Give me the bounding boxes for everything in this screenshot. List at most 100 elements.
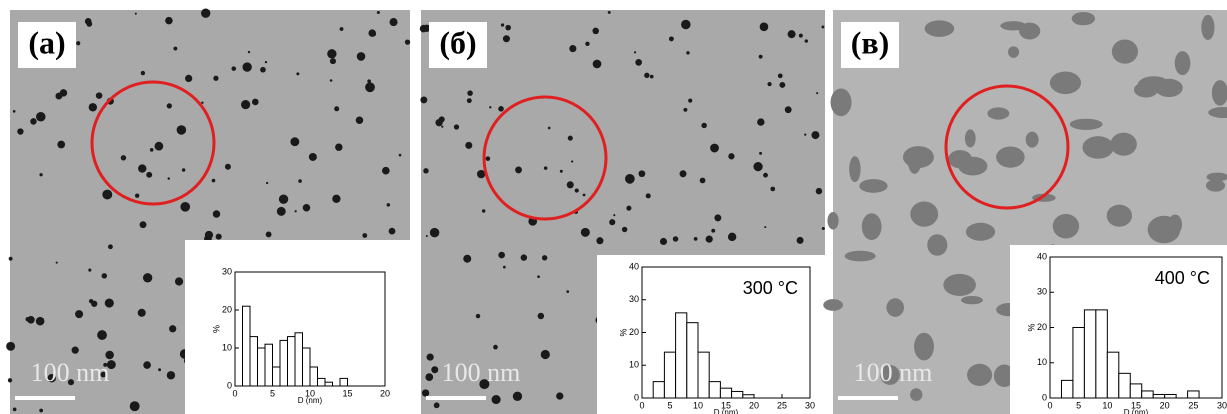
annotation: 400 °C [1155,268,1210,288]
x-tick-label: 5 [1076,400,1081,410]
particle [485,156,491,161]
particle [88,268,92,272]
particle [8,256,13,261]
particle [251,98,259,106]
particle [465,141,473,149]
particle [108,244,113,250]
bar [652,381,665,399]
particle [910,201,939,227]
bar [1152,393,1166,399]
particle [816,92,819,95]
particle [659,237,668,245]
particle [420,96,428,104]
particle [30,118,37,125]
particle [6,341,16,351]
x-axis-label: D (nm) [1124,408,1149,414]
particle [1168,214,1183,235]
particle [1049,71,1082,95]
particle [302,203,311,212]
y-tick-label: 20 [1037,322,1047,332]
bar [1164,393,1177,399]
particle [815,187,823,195]
particle [787,30,796,39]
particle [142,273,153,283]
particle [566,290,570,293]
particle [481,209,486,213]
particle [1137,76,1170,94]
scale-bar-label: 100 nm [31,358,110,387]
particle [500,23,505,27]
bar [663,351,677,399]
bar [287,336,296,387]
particle [964,129,976,148]
particle [547,126,551,130]
particle [987,107,1010,120]
particle [355,116,364,124]
particle [489,106,492,109]
particle [649,74,654,79]
bar [719,387,733,399]
particle [138,164,147,173]
particle [12,407,17,412]
particle [1201,14,1215,41]
particle [298,179,302,183]
particle [537,275,540,279]
particle [213,75,219,81]
particle [39,173,43,177]
label-box [841,22,899,68]
particle [727,232,737,242]
highlight-circle [944,84,1070,210]
particle [796,236,804,244]
particle [711,228,716,233]
particle [12,110,16,113]
x-axis-label: D (nm) [298,396,323,405]
particle [290,137,300,147]
particle [537,312,545,320]
particle [1025,131,1039,148]
y-tick-label: 0 [634,392,639,402]
label-box [18,22,76,68]
particle [767,81,772,87]
particle [17,128,24,135]
particle [104,298,114,308]
particle [95,92,103,99]
particle [1174,51,1191,76]
particle [580,227,590,237]
particle [714,214,722,222]
highlight-circle [482,95,608,221]
particle [559,169,563,173]
particle [84,18,92,25]
particle [181,168,186,172]
y-tick-label: 0 [227,380,232,390]
particle [169,325,177,333]
y-tick-label: 0 [1042,392,1047,402]
particle [265,231,272,238]
bar [272,366,281,387]
particle [166,103,172,109]
particle [339,27,344,31]
particle [505,24,511,31]
particle [231,66,237,71]
particle [645,193,651,199]
particle [441,125,444,128]
particle [154,141,164,151]
y-tick-label: 10 [1037,357,1047,367]
particle [571,160,574,163]
particle [308,152,317,161]
particle [705,235,713,243]
bar [249,336,258,387]
x-tick-label: 30 [1217,400,1227,410]
particle [36,112,46,122]
bar [317,377,326,387]
particle [861,213,882,241]
particle [910,388,923,401]
particle [139,221,147,229]
particle [431,366,439,374]
particle [672,236,679,242]
particle [404,39,411,45]
particle [146,171,153,178]
annotation: 300 °C [743,278,798,298]
particle [180,201,191,212]
particle [57,140,66,149]
